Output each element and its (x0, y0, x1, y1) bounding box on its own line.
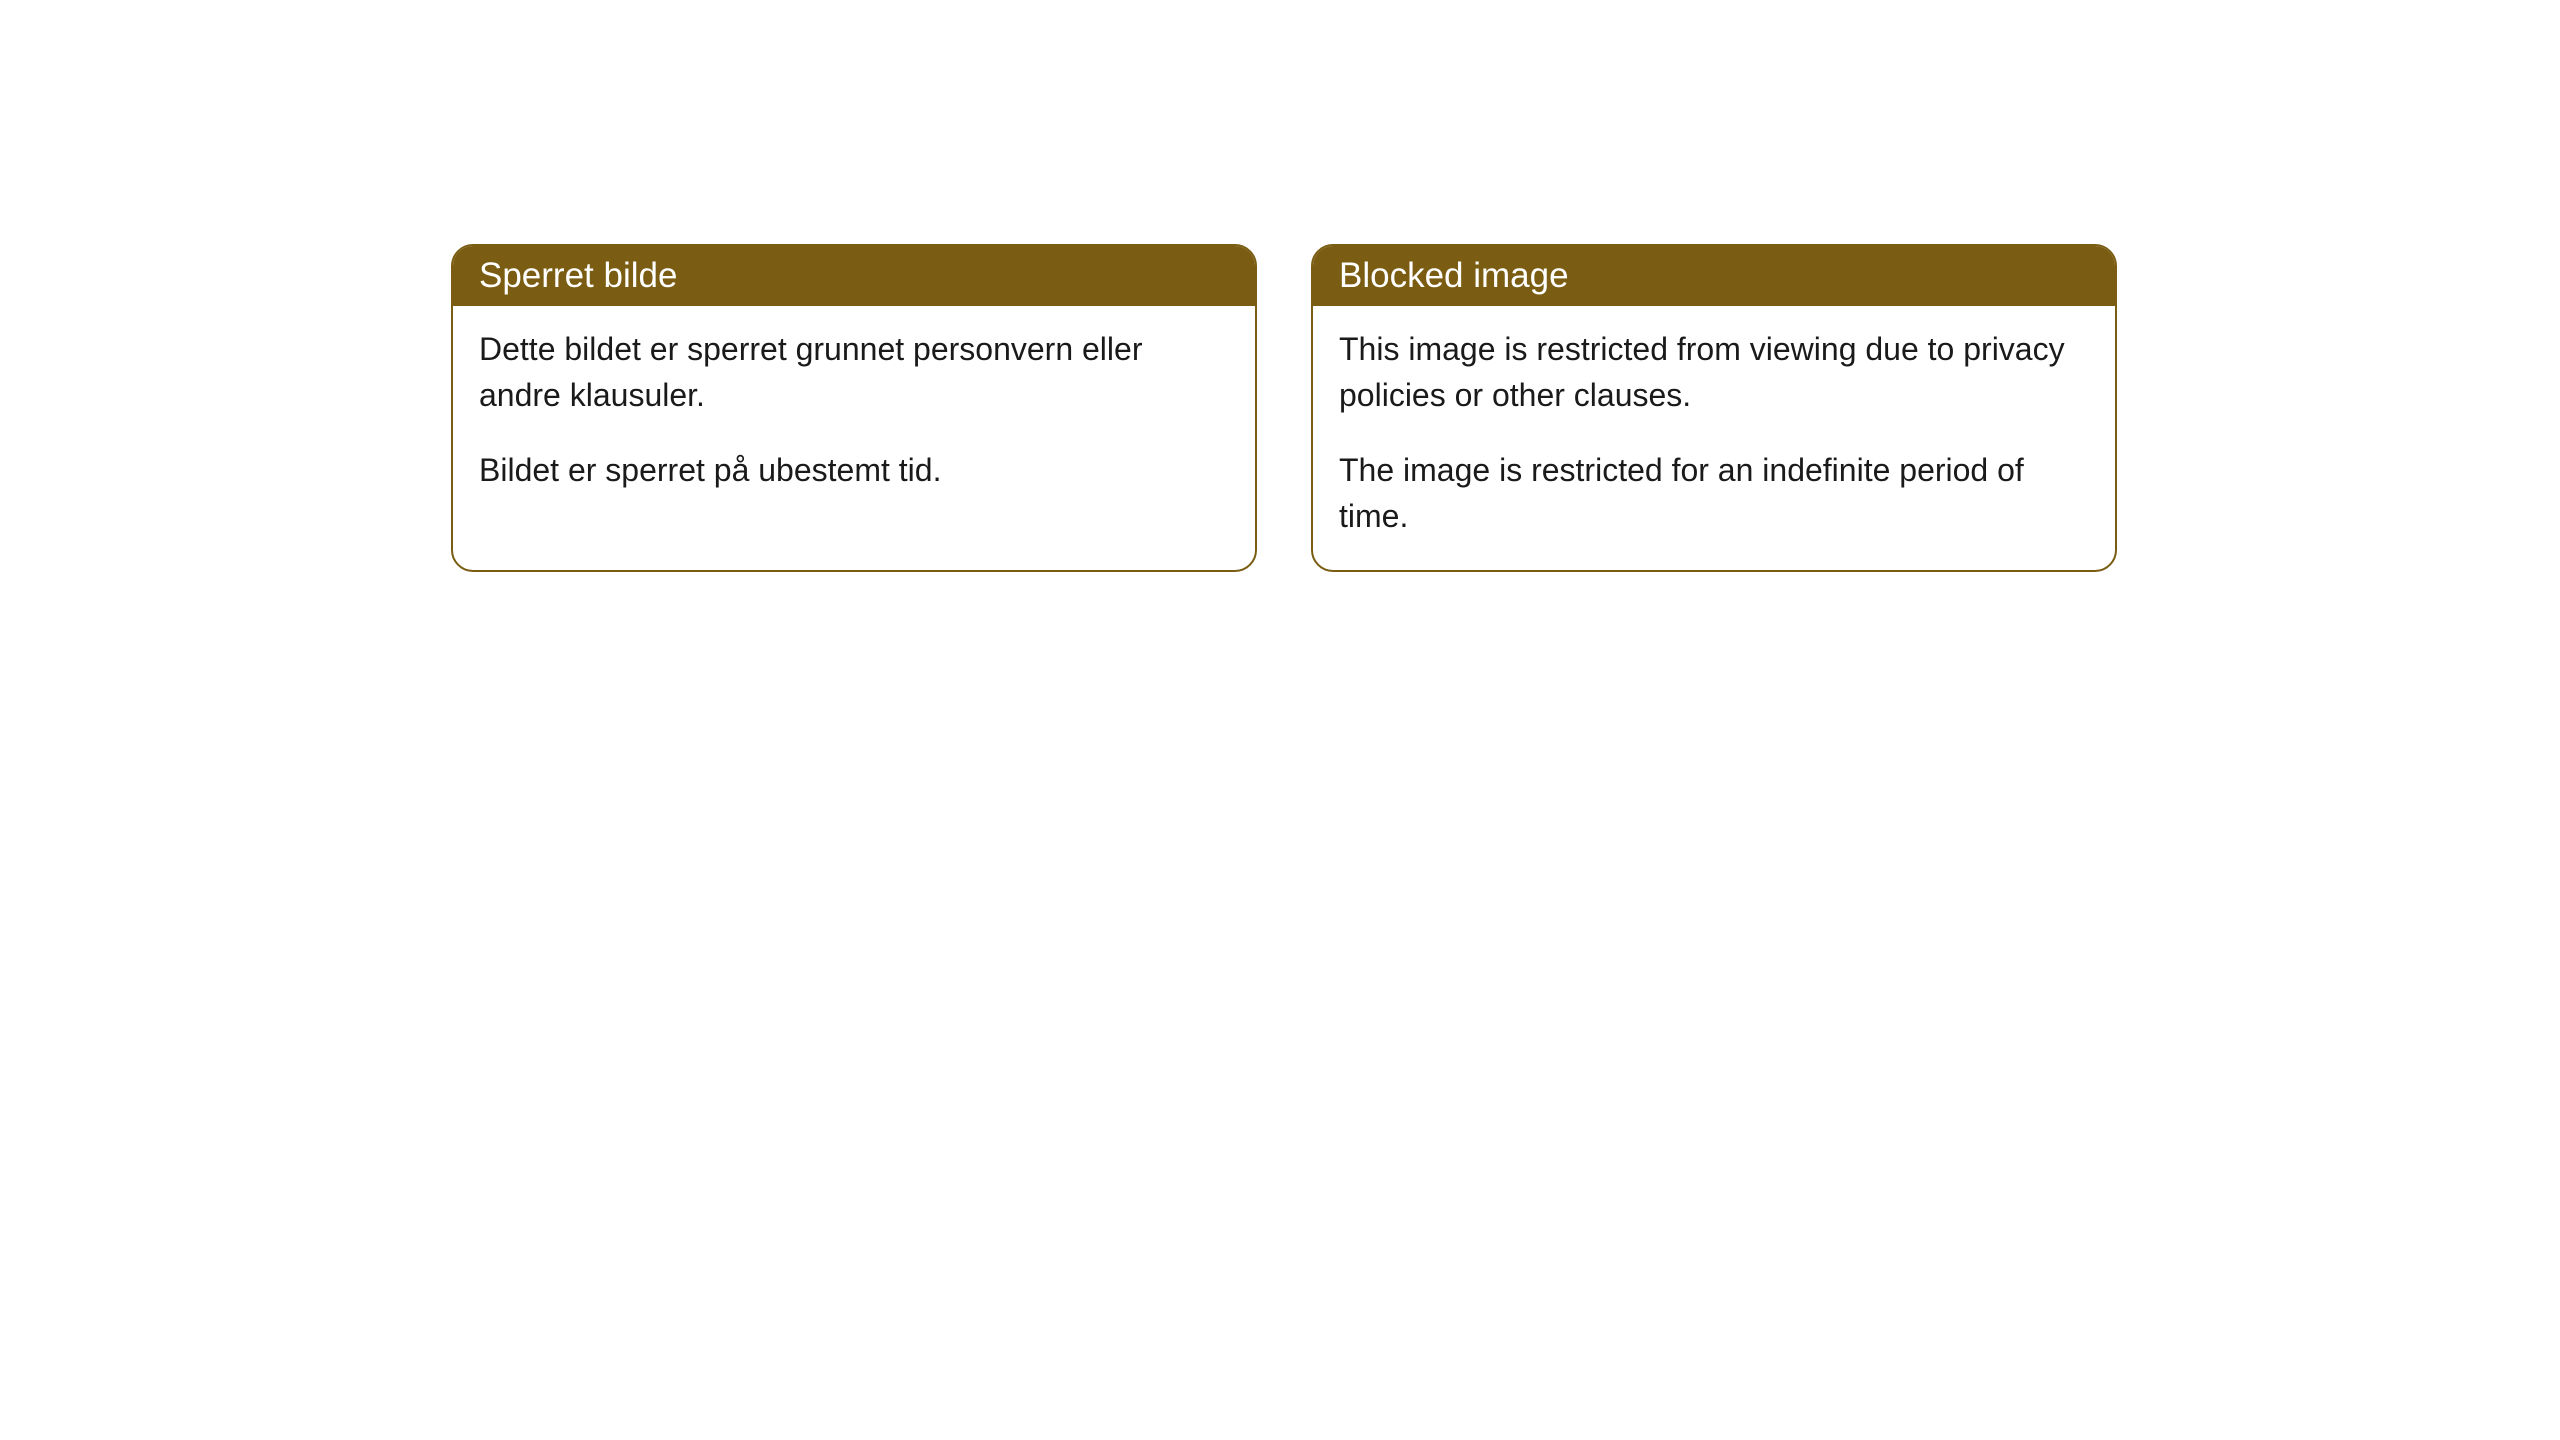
notice-body: Dette bildet er sperret grunnet personve… (453, 306, 1255, 523)
notice-paragraph: Dette bildet er sperret grunnet personve… (479, 326, 1229, 419)
notice-card-english: Blocked image This image is restricted f… (1311, 244, 2117, 572)
notice-title: Blocked image (1339, 256, 1569, 295)
notice-card-norwegian: Sperret bilde Dette bildet er sperret gr… (451, 244, 1257, 572)
notice-paragraph: The image is restricted for an indefinit… (1339, 447, 2089, 540)
notice-paragraph: Bildet er sperret på ubestemt tid. (479, 447, 1229, 493)
notice-header: Blocked image (1313, 246, 2115, 306)
notice-title: Sperret bilde (479, 256, 677, 295)
notice-paragraph: This image is restricted from viewing du… (1339, 326, 2089, 419)
notice-header: Sperret bilde (453, 246, 1255, 306)
notices-container: Sperret bilde Dette bildet er sperret gr… (451, 244, 2117, 572)
notice-body: This image is restricted from viewing du… (1313, 306, 2115, 570)
